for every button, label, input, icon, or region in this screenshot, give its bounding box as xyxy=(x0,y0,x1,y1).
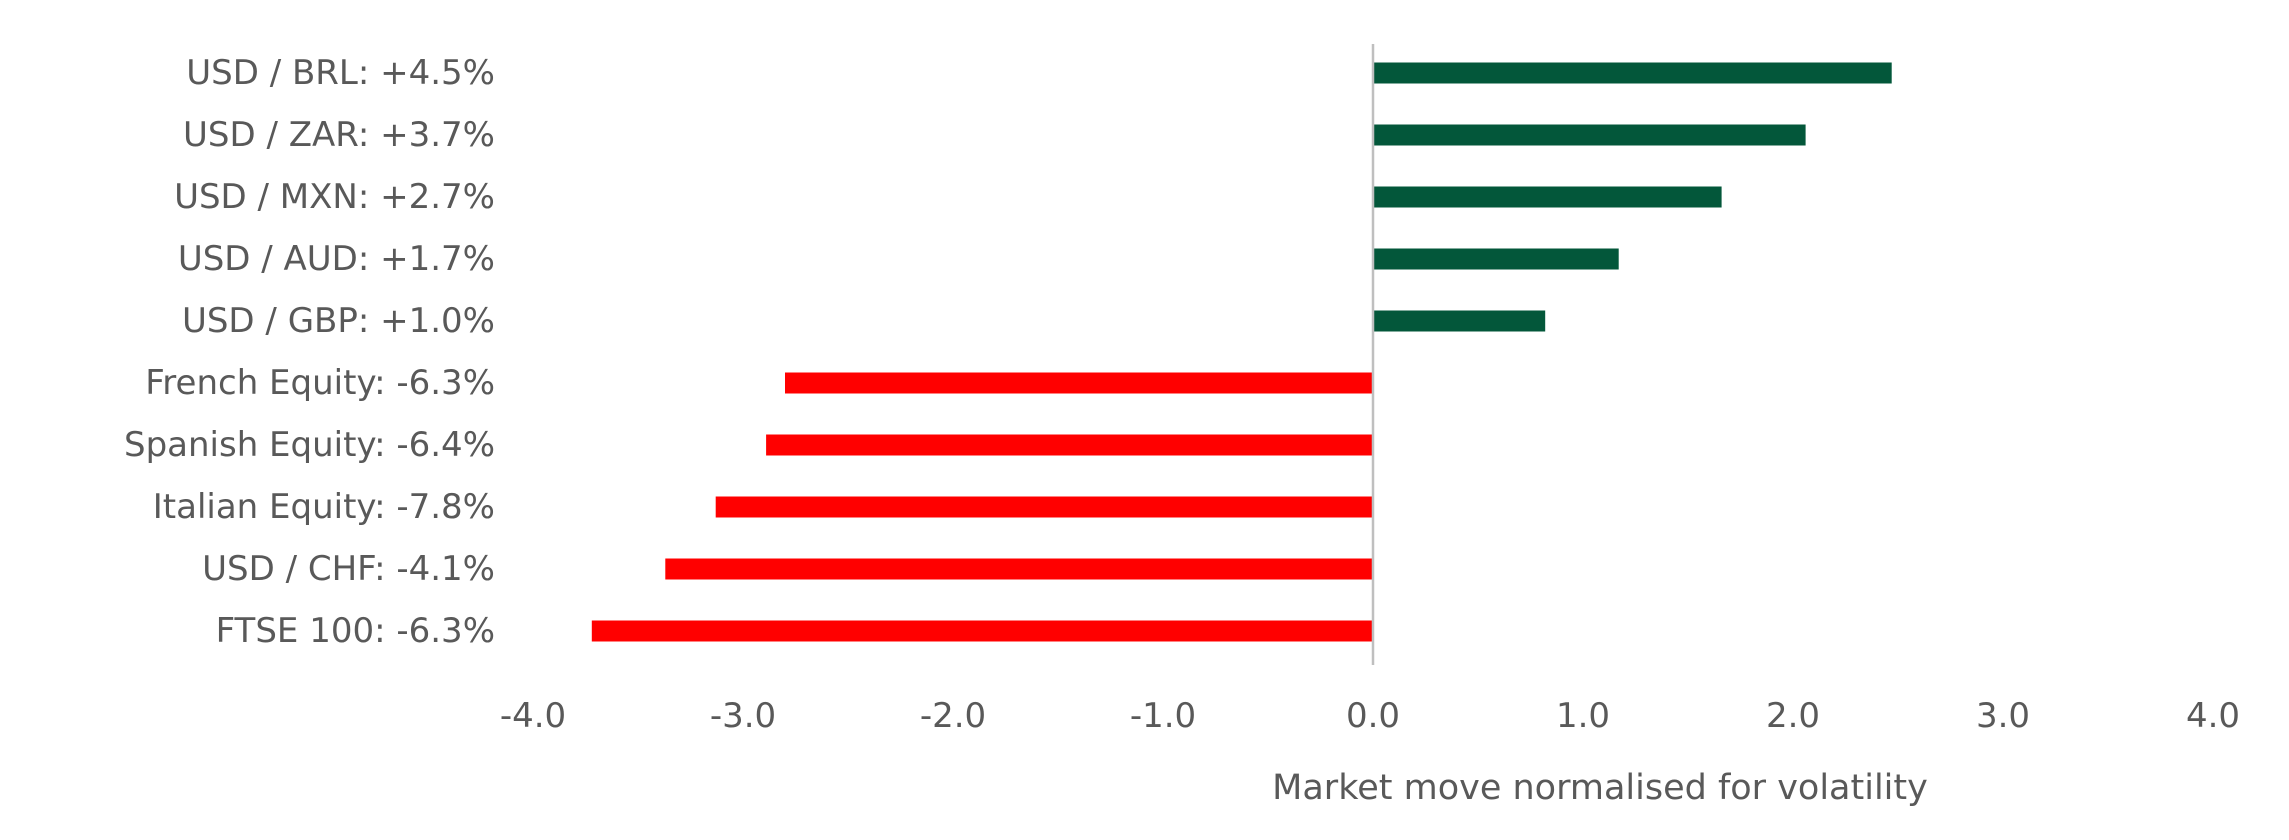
bar-8 xyxy=(665,558,1373,580)
category-label-5: French Equity: -6.3% xyxy=(145,363,495,403)
category-label-9: FTSE 100: -6.3% xyxy=(216,611,495,651)
bar-6 xyxy=(766,434,1373,456)
category-label-2: USD / MXN: +2.7% xyxy=(174,177,495,217)
x-tick-label-3: -1.0 xyxy=(1130,696,1196,736)
x-tick-label-2: -2.0 xyxy=(920,696,986,736)
category-label-8: USD / CHF: -4.1% xyxy=(202,549,495,589)
bar-0 xyxy=(1373,62,1892,84)
x-tick-label-5: 1.0 xyxy=(1556,696,1610,736)
x-tick-label-4: 0.0 xyxy=(1346,696,1400,736)
x-tick-label-8: 4.0 xyxy=(2186,696,2240,736)
bar-2 xyxy=(1373,186,1722,208)
category-label-7: Italian Equity: -7.8% xyxy=(153,487,495,527)
category-label-3: USD / AUD: +1.7% xyxy=(178,239,495,279)
x-axis-title: Market move normalised for volatility xyxy=(1272,768,1928,808)
bar-4 xyxy=(1373,310,1546,332)
x-tick-labels: -4.0 -3.0 -2.0 -1.0 0.0 1.0 2.0 3.0 4.0 xyxy=(500,696,2240,736)
x-tick-label-0: -4.0 xyxy=(500,696,566,736)
x-tick-label-6: 2.0 xyxy=(1766,696,1820,736)
bar-1 xyxy=(1373,124,1806,146)
bar-5 xyxy=(785,372,1373,394)
x-tick-label-7: 3.0 xyxy=(1976,696,2030,736)
category-label-1: USD / ZAR: +3.7% xyxy=(183,115,495,155)
bar-3 xyxy=(1373,248,1619,270)
bar-7 xyxy=(715,496,1373,518)
x-tick-label-1: -3.0 xyxy=(710,696,776,736)
category-labels: USD / BRL: +4.5% USD / ZAR: +3.7% USD / MX… xyxy=(124,53,495,651)
category-label-6: Spanish Equity: -6.4% xyxy=(124,425,495,465)
category-label-4: USD / GBP: +1.0% xyxy=(182,301,495,341)
category-label-0: USD / BRL: +4.5% xyxy=(186,53,495,93)
bar-9 xyxy=(591,620,1373,642)
bars-layer xyxy=(591,62,1892,642)
